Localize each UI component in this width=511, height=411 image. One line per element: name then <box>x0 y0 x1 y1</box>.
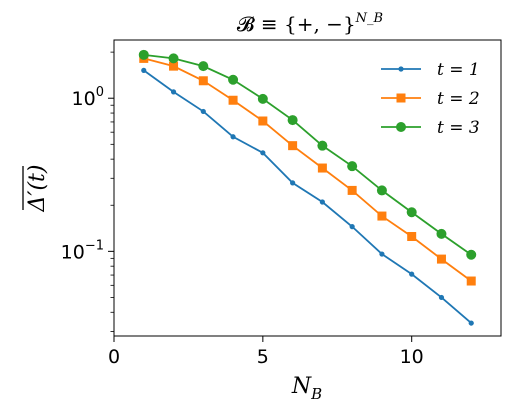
data-point <box>170 89 177 95</box>
data-point <box>198 61 209 72</box>
y-axis-label: Δ′(t) <box>25 165 50 213</box>
data-point <box>347 161 358 172</box>
data-point <box>288 141 298 151</box>
legend: t = 1 t = 2 t = 3 <box>381 60 480 138</box>
series-2 <box>139 53 476 286</box>
chart-title: 𝓑 ≡ {+, −}N_B <box>237 11 383 36</box>
data-point <box>466 249 477 260</box>
x-axis-label-main: N <box>291 374 312 399</box>
legend-swatch-marker <box>398 66 404 72</box>
data-point <box>290 180 296 186</box>
data-point <box>230 134 236 140</box>
plot-frame <box>113 39 502 337</box>
data-point <box>258 116 268 126</box>
x-tick-label: 0 <box>108 346 120 368</box>
chart-title-main: 𝓑 ≡ {+, −} <box>237 12 356 36</box>
data-point <box>347 185 357 195</box>
y-tick-label: 100 <box>72 85 104 110</box>
data-point <box>407 232 417 242</box>
legend-label: t = 1 <box>437 60 480 80</box>
series-layer <box>138 49 477 326</box>
data-point <box>317 163 327 173</box>
data-point <box>468 320 474 326</box>
y-tick-label: 10−1 <box>61 238 104 263</box>
data-point <box>317 140 328 151</box>
x-tick-label: 5 <box>257 346 269 368</box>
x-axis-label: NB <box>291 374 322 403</box>
data-point <box>228 74 239 85</box>
series-2-line <box>143 57 472 282</box>
data-point <box>409 271 415 277</box>
legend-swatch-marker <box>396 122 406 132</box>
legend-swatch-marker <box>396 93 406 103</box>
data-point <box>169 61 179 71</box>
series-1 <box>141 67 474 326</box>
legend-entry-3: t = 3 <box>381 118 480 138</box>
data-point <box>260 150 266 156</box>
legend-label: t = 2 <box>437 89 480 109</box>
legend-entry-2: t = 2 <box>381 89 480 109</box>
legend-label: t = 3 <box>437 118 480 138</box>
chart-title-superscript: N_B <box>355 11 383 26</box>
data-point <box>257 93 268 104</box>
data-point <box>141 67 147 73</box>
series-3-line <box>143 53 472 256</box>
data-point <box>466 276 476 286</box>
x-axis-label-subscript: B <box>310 385 322 403</box>
series-1-line <box>143 69 472 324</box>
data-point <box>376 185 387 196</box>
data-point <box>138 49 149 60</box>
series-3 <box>138 49 477 260</box>
x-tick-label: 10 <box>400 346 424 368</box>
data-point <box>436 228 447 239</box>
data-point <box>198 76 208 86</box>
ticks-layer: 0 5 10 100 10−1 <box>61 51 424 368</box>
legend-entry-1: t = 1 <box>381 60 480 80</box>
data-point <box>379 251 385 257</box>
data-point <box>287 115 298 126</box>
data-point <box>349 224 355 230</box>
data-point <box>319 199 325 205</box>
data-point <box>438 294 445 301</box>
data-point <box>168 53 179 64</box>
data-point <box>406 207 417 218</box>
data-point <box>200 108 206 115</box>
data-point <box>377 211 387 221</box>
y-axis-label-group: Δ′(t) <box>22 165 50 213</box>
data-point <box>436 254 446 264</box>
data-point <box>228 95 238 105</box>
